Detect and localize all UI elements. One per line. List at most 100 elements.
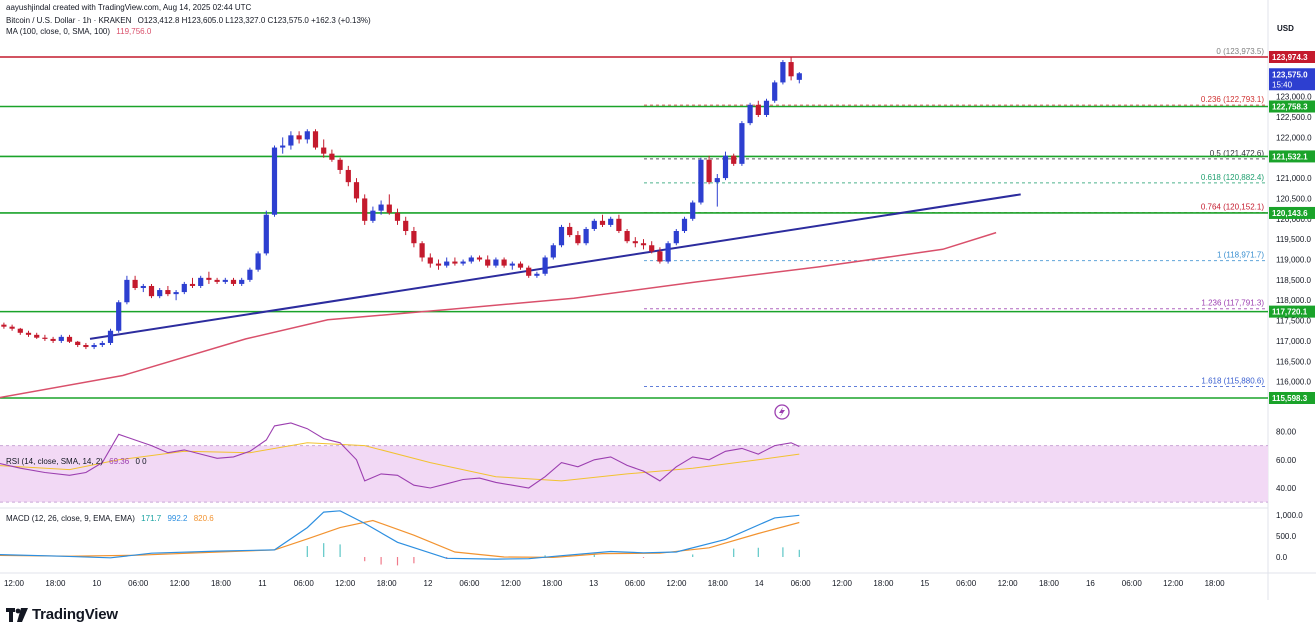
macd-hist-value: 171.7	[141, 514, 162, 523]
bull-candle	[583, 226, 589, 246]
bull-candle	[378, 200, 384, 215]
bear-candle	[476, 255, 483, 262]
price-badges: 123,974.3 122,758.3 121,532.1 120,143.6 117,…	[1269, 51, 1315, 404]
bear-candle	[403, 216, 409, 236]
time-tick-label: 06:00	[791, 579, 812, 588]
bull-candle	[690, 200, 696, 221]
candle-body	[427, 257, 433, 264]
rsi-label[interactable]: RSI (14, close, SMA, 14, 2)	[6, 457, 103, 466]
bull-candle	[550, 243, 556, 260]
time-tick-label: 10	[92, 579, 101, 588]
candle-body	[698, 159, 704, 203]
candle-body	[386, 204, 392, 213]
bear-candle	[427, 253, 433, 268]
time-tick-label: 06:00	[128, 579, 149, 588]
candle-body	[140, 285, 146, 289]
time-tick-label: 12:00	[832, 579, 853, 588]
candle-body	[247, 269, 253, 280]
candle-body	[591, 220, 597, 229]
lightning-icon	[779, 407, 785, 417]
candle-body	[673, 231, 679, 244]
credit-line: aayushjindal created with TradingView.co…	[6, 3, 255, 12]
bear-candle	[419, 241, 425, 262]
time-tick-label: 11	[258, 579, 267, 588]
candle-body	[230, 279, 237, 284]
rsi-tick-label: 40.00	[1276, 484, 1297, 493]
candle-body	[321, 147, 327, 154]
level-price-badge-text: 117,720.1	[1272, 308, 1308, 317]
price-tick-label: 118,500.0	[1276, 276, 1312, 285]
candle-body	[165, 290, 171, 295]
tradingview-logo[interactable]: TradingView	[6, 606, 118, 623]
candle-body	[517, 263, 524, 268]
price-tick-label: 120,500.0	[1276, 194, 1312, 203]
bull-candle	[747, 102, 753, 126]
bear-candle	[337, 157, 343, 175]
fib-level-label: 0.5 (121,472.6)	[1210, 149, 1265, 158]
candle-body	[640, 243, 647, 246]
bull-candle	[222, 277, 228, 284]
macd-line	[0, 510, 800, 560]
time-tick-label: 18:00	[45, 579, 66, 588]
macd-label[interactable]: MACD (12, 26, close, 9, EMA, EMA)	[6, 514, 135, 523]
level-price-badge	[1269, 206, 1315, 219]
candle-body	[288, 135, 294, 146]
candle-body	[616, 218, 622, 232]
time-axis: 12:00 18:00 10 06:00 12:00 18:00 11 06:00 12:00 1…	[4, 579, 1225, 588]
fib-level-label: 1.618 (115,880.6)	[1201, 377, 1264, 386]
candle-body	[739, 123, 745, 164]
trendline	[89, 193, 1021, 340]
fib-level-label: 0 (123,973.5)	[1216, 47, 1264, 56]
bear-candle	[165, 285, 171, 297]
bear-candle	[9, 324, 15, 331]
time-tick-label: 15	[920, 579, 929, 588]
time-tick-label: 13	[589, 579, 598, 588]
rsi-band	[0, 445, 1268, 503]
candle-body	[780, 62, 786, 83]
candle-body	[788, 62, 794, 77]
symbol-text[interactable]: Bitcoin / U.S. Dollar · 1h · KRAKEN	[6, 16, 132, 25]
candle-body	[763, 100, 770, 115]
candle-body	[198, 277, 204, 286]
macd-tick-label: 500.0	[1276, 532, 1297, 541]
bull-candle	[288, 131, 294, 150]
rsi-value: 69.36	[109, 457, 130, 466]
bear-candle	[189, 277, 196, 289]
bull-candle	[722, 151, 729, 181]
ma-label[interactable]: MA (100, close, 0, SMA, 100)	[6, 27, 111, 36]
time-tick-label: 12:00	[501, 579, 522, 588]
time-tick-label: 06:00	[956, 579, 977, 588]
time-tick-label: 12:00	[335, 579, 356, 588]
bull-candle	[698, 157, 704, 205]
bull-candle	[714, 174, 720, 207]
candle-body	[116, 302, 122, 331]
bear-candle	[485, 255, 491, 268]
candle-body	[665, 243, 671, 262]
candle-body	[534, 273, 540, 276]
currency-label[interactable]: USD	[1277, 24, 1294, 33]
time-tick-label: 12	[424, 579, 433, 588]
candle-body	[403, 220, 409, 232]
bull-candle	[239, 277, 245, 286]
bull-candle	[91, 342, 97, 350]
candle-body	[476, 257, 483, 260]
macd-tick-label: 1,000.0	[1276, 511, 1303, 520]
ma-value: 119,756.0	[116, 27, 152, 36]
credit-text: aayushjindal created with TradingView.co…	[6, 3, 252, 12]
price-tick-label: 116,500.0	[1276, 357, 1312, 366]
price-tick-label: 117,000.0	[1276, 337, 1312, 346]
candle-body	[83, 345, 89, 348]
bull-candle	[198, 275, 204, 289]
bull-candle	[460, 259, 466, 266]
candle-body	[99, 342, 105, 346]
candle-body	[42, 337, 48, 339]
candle-body	[567, 226, 573, 236]
candle-body	[460, 261, 466, 264]
bull-candle	[772, 80, 778, 103]
candle-body	[353, 182, 360, 199]
candle-body	[690, 202, 696, 219]
candle-body	[542, 257, 548, 274]
tradingview-logo-icon	[6, 607, 28, 622]
time-tick-label: 18:00	[873, 579, 894, 588]
